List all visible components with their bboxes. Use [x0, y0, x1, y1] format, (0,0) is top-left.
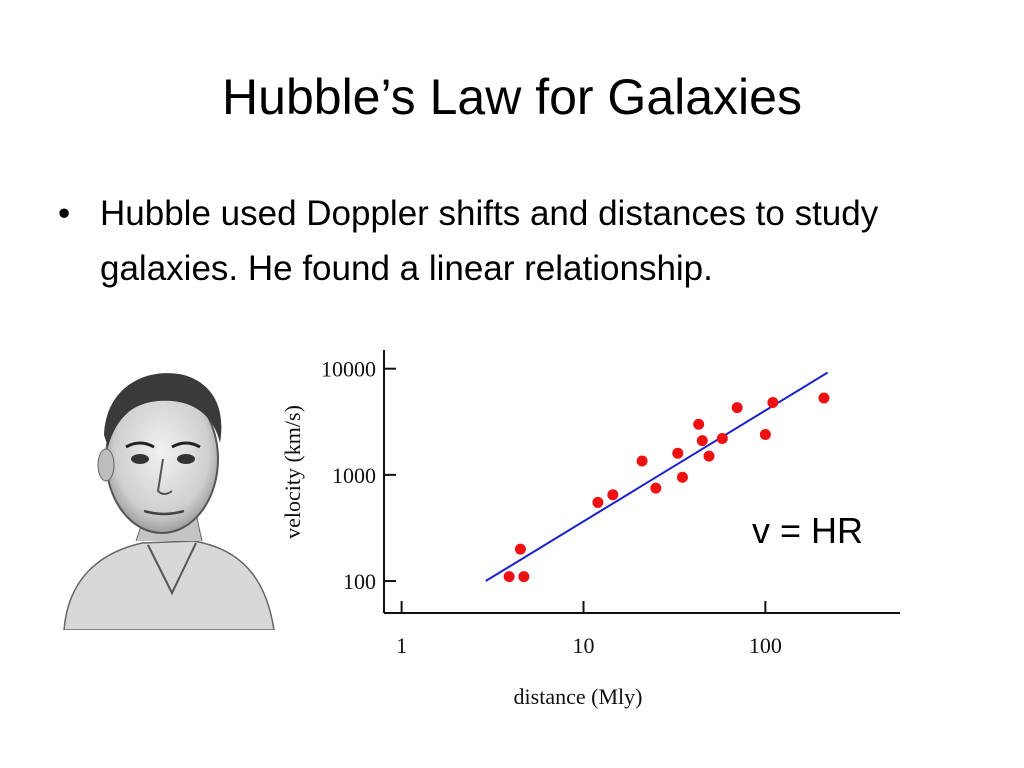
data-point — [592, 496, 604, 508]
y-axis-label: velocity (km/s) — [280, 405, 305, 539]
data-point — [767, 397, 779, 409]
tick-labels: 1 10 100 100 1000 10000 — [321, 357, 782, 658]
data-point — [716, 433, 728, 445]
data-point — [693, 418, 705, 430]
data-point — [672, 447, 684, 459]
data-points — [503, 392, 830, 583]
data-point — [514, 543, 526, 555]
x-tick-label: 100 — [749, 633, 782, 658]
data-point — [731, 402, 743, 414]
x-axis-label: distance (Mly) — [514, 684, 643, 709]
data-point — [676, 471, 688, 483]
bullet-marker: • — [58, 194, 71, 233]
hubble-scatter-chart: 1 10 100 100 1000 10000 distance (Mly) veloci… — [280, 350, 900, 709]
data-point — [759, 428, 771, 440]
x-tick-label: 1 — [396, 633, 407, 658]
hubble-equation: v = HR — [752, 510, 864, 551]
chart-axes — [383, 350, 900, 614]
data-point — [636, 455, 648, 467]
y-tick-label: 10000 — [321, 357, 376, 382]
data-point — [703, 450, 715, 462]
portrait-sketch-icon — [63, 373, 275, 630]
data-point — [650, 482, 662, 494]
y-tick-label: 1000 — [332, 463, 376, 488]
y-tick-label: 100 — [343, 569, 376, 594]
x-tick-label: 10 — [572, 633, 594, 658]
bullet-text: Hubble used Doppler shifts and distances… — [100, 194, 879, 288]
data-point — [696, 435, 708, 447]
data-point — [503, 571, 515, 583]
bullet-point: • Hubble used Doppler shifts and distanc… — [58, 186, 978, 296]
data-point — [607, 489, 619, 501]
data-point — [518, 571, 530, 583]
data-point — [818, 392, 830, 404]
slide-title: Hubble’s Law for Galaxies — [222, 69, 802, 125]
